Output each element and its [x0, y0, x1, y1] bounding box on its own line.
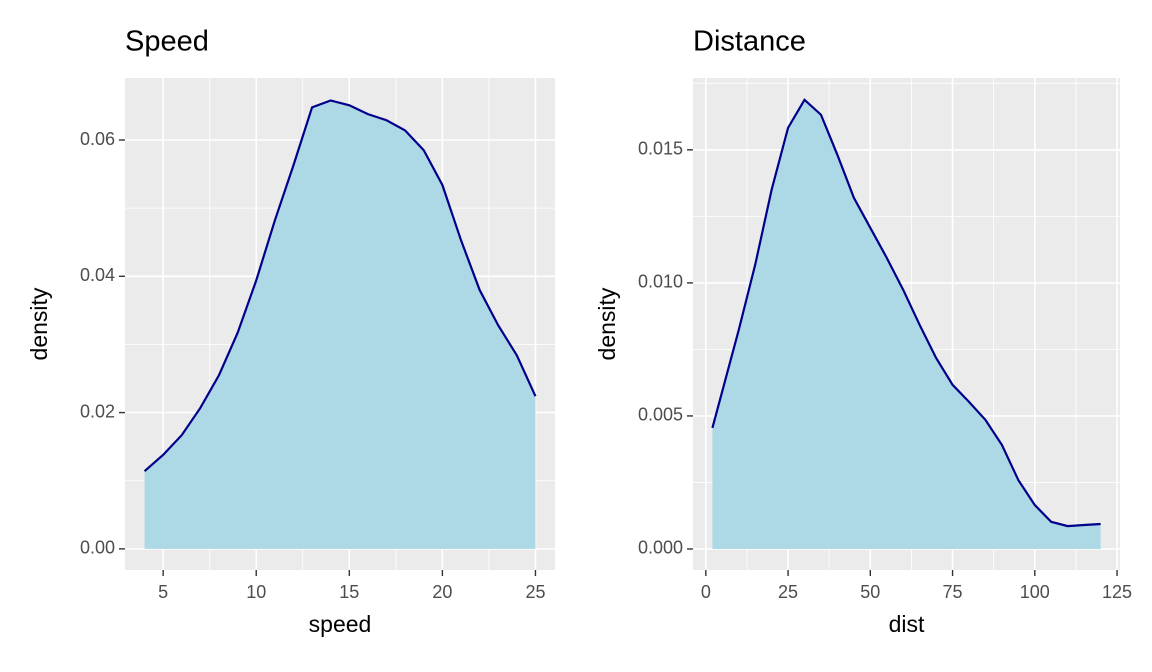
- x-tick-label: 125: [1102, 582, 1132, 602]
- x-tick-label: 15: [339, 582, 359, 602]
- chart-title: Speed: [125, 26, 209, 58]
- x-tick-label: 100: [1020, 582, 1050, 602]
- y-tick-label: 0.00: [80, 538, 115, 558]
- x-tick-label: 0: [701, 582, 711, 602]
- y-axis-label: density: [594, 287, 620, 360]
- y-axis-label: density: [26, 287, 52, 360]
- x-tick-label: 25: [525, 582, 545, 602]
- chart-title: Distance: [693, 26, 806, 58]
- x-tick-label: 20: [432, 582, 452, 602]
- x-tick-label: 5: [158, 582, 168, 602]
- x-tick-label: 75: [943, 582, 963, 602]
- x-axis-label: dist: [889, 611, 925, 637]
- x-tick-label: 25: [778, 582, 798, 602]
- y-tick-label: 0.04: [80, 265, 115, 285]
- density-line: [143, 99, 537, 473]
- y-tick-label: 0.015: [638, 139, 683, 159]
- y-tick-label: 0.02: [80, 401, 115, 421]
- y-tick-label: 0.000: [638, 538, 683, 558]
- y-tick-label: 0.06: [80, 129, 115, 149]
- density-area: [144, 100, 536, 549]
- density-area: [712, 99, 1101, 549]
- y-tick-label: 0.010: [638, 272, 683, 292]
- y-tick-label: 0.005: [638, 405, 683, 425]
- x-axis-label: speed: [309, 611, 372, 637]
- density-line: [711, 98, 1101, 528]
- x-tick-label: 50: [860, 582, 880, 602]
- x-tick-label: 10: [246, 582, 266, 602]
